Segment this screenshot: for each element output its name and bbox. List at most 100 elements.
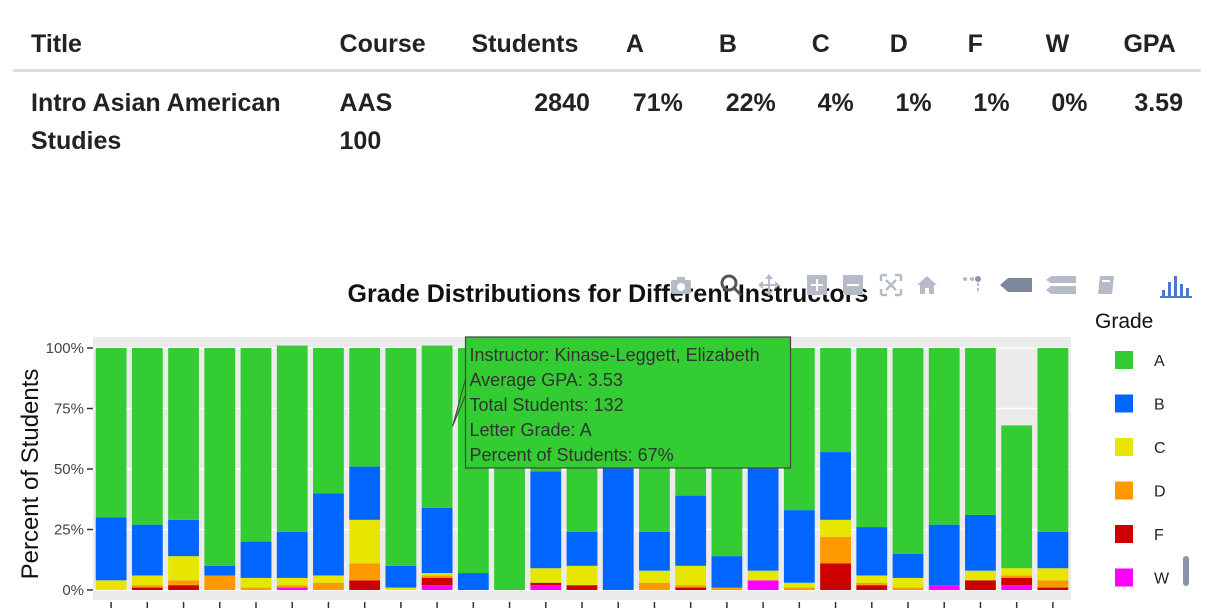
legend-swatch-c[interactable] <box>1115 438 1133 456</box>
bar-segment-a[interactable] <box>240 348 272 542</box>
bar-segment-c[interactable] <box>421 573 453 576</box>
bar-segment-a[interactable] <box>820 348 851 453</box>
bar-segment-a[interactable] <box>892 348 924 554</box>
bar-segment-c[interactable] <box>965 570 996 581</box>
bar-segment-b[interactable] <box>240 541 272 578</box>
bar-segment-c[interactable] <box>131 575 163 586</box>
bar-segment-b[interactable] <box>313 493 344 576</box>
bar-segment-d[interactable] <box>131 585 163 588</box>
bar-segment-d[interactable] <box>856 582 888 586</box>
legend-label-c[interactable]: C <box>1154 440 1166 457</box>
bar-segment-d[interactable] <box>639 582 670 590</box>
legend-swatch-w[interactable] <box>1115 568 1133 587</box>
bar-segment-a[interactable] <box>421 345 453 508</box>
bar-segment-a[interactable] <box>928 348 960 525</box>
bar-segment-b[interactable] <box>1037 531 1069 569</box>
bar-segment-f[interactable] <box>168 585 199 590</box>
bar-segment-c[interactable] <box>747 570 779 581</box>
spike-lines-icon[interactable] <box>958 272 984 298</box>
bar-segment-b[interactable] <box>131 524 163 576</box>
bar-segment-d[interactable] <box>783 587 815 590</box>
legend-scrollbar[interactable] <box>1183 556 1189 586</box>
bar-segment-c[interactable] <box>349 519 381 564</box>
bar-segment-f[interactable] <box>856 585 888 590</box>
bar-segment-f[interactable] <box>421 577 453 586</box>
bar-segment-d[interactable] <box>421 575 453 578</box>
bar-segment-f[interactable] <box>1037 587 1069 590</box>
bar-segment-a[interactable] <box>168 348 199 520</box>
docs-icon[interactable] <box>1094 272 1120 298</box>
bar-segment-d[interactable] <box>276 585 308 588</box>
bar-segment-w[interactable] <box>747 580 779 590</box>
plotly-logo-icon[interactable] <box>1158 272 1198 298</box>
bar-segment-w[interactable] <box>928 585 960 590</box>
bar-segment-c[interactable] <box>783 582 815 588</box>
bar-segment-b[interactable] <box>965 514 996 571</box>
bar-segment-d[interactable] <box>892 587 924 590</box>
camera-icon[interactable] <box>668 272 694 298</box>
bar-segment-c[interactable] <box>892 577 924 588</box>
bar-segment-a[interactable] <box>313 348 344 494</box>
autoscale-icon[interactable] <box>878 272 904 298</box>
bar-segment-c[interactable] <box>168 556 199 581</box>
bar-segment-b[interactable] <box>783 510 815 583</box>
legend-label-d[interactable]: D <box>1154 484 1166 501</box>
bar-segment-a[interactable] <box>385 348 417 566</box>
bar-segment-a[interactable] <box>276 345 308 532</box>
bar-segment-c[interactable] <box>639 570 670 583</box>
bar-segment-c[interactable] <box>240 577 272 588</box>
zoom-in-icon[interactable] <box>804 272 830 298</box>
zoom-icon[interactable] <box>718 272 744 298</box>
bar-segment-b[interactable] <box>421 507 453 574</box>
bar-segment-b[interactable] <box>892 553 924 578</box>
bar-segment-f[interactable] <box>965 580 996 590</box>
bar-segment-d[interactable] <box>820 536 851 564</box>
bar-segment-b[interactable] <box>385 565 417 588</box>
bar-segment-b[interactable] <box>530 471 562 569</box>
pan-icon[interactable] <box>756 272 782 298</box>
bar-segment-w[interactable] <box>530 585 562 590</box>
bar-segment-b[interactable] <box>856 527 888 576</box>
bar-segment-c[interactable] <box>1037 568 1069 581</box>
zoom-out-icon[interactable] <box>840 272 866 298</box>
bar-segment-f[interactable] <box>349 580 381 590</box>
bar-segment-a[interactable] <box>965 348 996 515</box>
bar-segment-c[interactable] <box>385 587 417 590</box>
bar-segment-d[interactable] <box>1037 580 1069 588</box>
bar-segment-f[interactable] <box>820 563 851 590</box>
bar-segment-d[interactable] <box>204 575 236 590</box>
bar-segment-b[interactable] <box>928 524 960 586</box>
bar-segment-c[interactable] <box>566 565 598 586</box>
legend-swatch-f[interactable] <box>1115 525 1133 543</box>
bar-segment-f[interactable] <box>566 585 598 590</box>
bar-segment-c[interactable] <box>1001 568 1033 576</box>
legend-label-f[interactable]: F <box>1154 527 1164 544</box>
bar-segment-f[interactable] <box>1001 577 1033 586</box>
bar-segment-w[interactable] <box>421 585 453 590</box>
bar-segment-a[interactable] <box>1001 425 1033 569</box>
bar-segment-d[interactable] <box>675 585 707 588</box>
home-icon[interactable] <box>914 272 940 298</box>
hover-closest-icon[interactable] <box>998 272 1034 298</box>
legend-label-w[interactable]: W <box>1154 571 1170 588</box>
bar-segment-b[interactable] <box>168 519 199 557</box>
bar-segment-d[interactable] <box>240 587 272 590</box>
bar-segment-b[interactable] <box>566 531 598 566</box>
bar-segment-d[interactable] <box>168 580 199 586</box>
bar-segment-f[interactable] <box>675 587 707 590</box>
bar-segment-b[interactable] <box>711 556 743 588</box>
hover-compare-icon[interactable] <box>1044 272 1078 298</box>
legend-swatch-a[interactable] <box>1115 351 1133 369</box>
bar-segment-a[interactable] <box>1037 348 1069 532</box>
bar-segment-d[interactable] <box>349 563 381 581</box>
legend-swatch-d[interactable] <box>1115 481 1133 500</box>
bar-segment-b[interactable] <box>457 573 489 590</box>
bar-segment-c[interactable] <box>276 577 308 586</box>
bar-segment-a[interactable] <box>349 348 381 467</box>
bar-segment-b[interactable] <box>349 466 381 520</box>
bar-segment-w[interactable] <box>276 587 308 590</box>
bar-segment-a[interactable] <box>204 348 236 566</box>
bar-segment-c[interactable] <box>313 575 344 583</box>
bar-segment-c[interactable] <box>530 568 562 583</box>
legend[interactable]: Grade A B C D F W <box>1095 310 1170 588</box>
